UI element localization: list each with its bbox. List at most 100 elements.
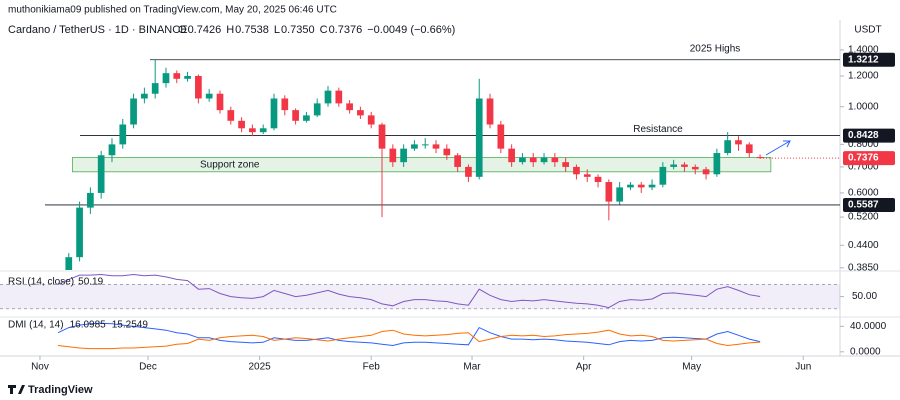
x-tick-label: Jun [795,362,811,373]
candle-body [691,166,699,170]
y-tick-label: 0.6000 [848,188,879,199]
candle-body [173,73,181,79]
ohlc-key: L [274,24,280,36]
candle-body [97,155,105,193]
candle-body [151,83,159,94]
footer-brand: TradingView [28,384,93,396]
candle-body [259,128,267,133]
candle-body [400,148,407,163]
level-label: 0.8428 [848,130,879,141]
ohlc-legend: O 0.7426 H 0.7538 L 0.7350 C 0.7376 −0.0049 (−0.… [178,24,455,36]
candle-body [756,156,764,159]
candle-body [162,73,170,84]
candle-body [702,169,710,175]
ohlc-value: 0.7538 [235,24,269,36]
symbol-title: Cardano / TetherUS · 1D · BINANCE [8,24,188,36]
dmi-line [57,329,761,350]
price-pane [45,59,840,270]
candle-body [573,166,580,175]
candle-body [270,98,278,129]
level-label-box [843,128,895,143]
candle-body [508,148,515,163]
candle-body [227,110,235,121]
ohlc-value: 0.7426 [188,24,222,36]
candle-body [465,166,472,177]
x-tick-label: Feb [363,362,381,373]
candle-body [551,157,559,163]
candle-body [313,103,321,116]
candle-body [637,184,645,188]
candle-body [292,110,299,121]
candle-body [745,144,753,154]
candle-body [659,166,667,185]
dmi-pane [57,322,761,350]
candle-body [562,162,569,167]
candle-body [605,182,613,202]
candle-body [346,103,353,111]
candle-body [184,75,191,79]
candle-body [475,98,483,177]
dmi-last: 16.0985 [70,320,107,331]
level-label: 0.5587 [848,200,879,211]
candle-body [540,157,548,163]
dmi-line [57,322,761,347]
candle-body [411,144,418,149]
dmi-tick-label: 0.0000 [850,346,881,357]
candle-body [497,124,505,149]
candle-body [335,90,343,104]
candle-body [238,120,245,129]
candle-body [108,144,116,156]
level-label-box [843,197,895,212]
candle-body [443,148,451,156]
candle-body [648,184,656,188]
candle-body [324,90,332,104]
y-tick-label: 0.8000 [848,139,879,150]
y-tick-label: 1.0000 [848,101,879,112]
rsi-band [0,284,840,309]
level-label-box [843,52,895,67]
candle-body [357,110,364,116]
y-tick-label: 0.5200 [848,212,879,223]
footer-logo: TradingView [8,384,93,396]
candle-body [627,184,634,188]
candle-body [594,176,602,183]
candle-body [616,187,623,202]
candle-body [367,115,375,125]
candle-body [735,140,742,145]
candle-body [486,98,494,125]
candle-body [378,124,386,149]
candle-body [454,155,461,167]
dmi-tick-label: 40.0000 [850,321,887,332]
rsi-line [57,273,761,309]
level-annotation: 2025 Highs [690,43,741,54]
rsi-title: RSI (14, close) [8,277,74,288]
dmi-last: 15.2549 [112,320,149,331]
x-tick-label: May [682,362,701,373]
y-tick-label: 1.2000 [848,71,879,82]
candle-body [724,140,732,154]
candle-body [713,153,721,175]
support-zone-label: Support zone [200,159,260,170]
candle-body [681,164,688,167]
x-tick-label: Nov [31,362,49,373]
candle-body [130,98,137,125]
rsi-pane [0,273,840,310]
rsi-last: 50.19 [78,277,103,288]
candle-body [249,128,256,133]
ohlc-value: 0.7350 [281,24,315,36]
axes: 1.4000 1.2000 1.0000 0.8000 0.7000 0.6000 0.52… [31,45,895,373]
ohlc-key: O [178,24,187,36]
candle-body [205,93,213,99]
current-price-box [843,151,895,166]
ohlc-key: C [320,24,328,36]
candle-body [389,148,397,163]
candle-body [529,157,537,163]
y-tick-label: 1.4000 [848,45,879,56]
candle-body [141,93,148,99]
price-change: −0.0049 (−0.66%) [367,24,455,36]
level-label: 1.3212 [848,54,879,65]
publisher-line: muthonikiama09 published on TradingView.… [8,5,337,16]
y-tick-label: 0.4400 [848,240,879,251]
x-tick-label: Apr [576,362,592,373]
